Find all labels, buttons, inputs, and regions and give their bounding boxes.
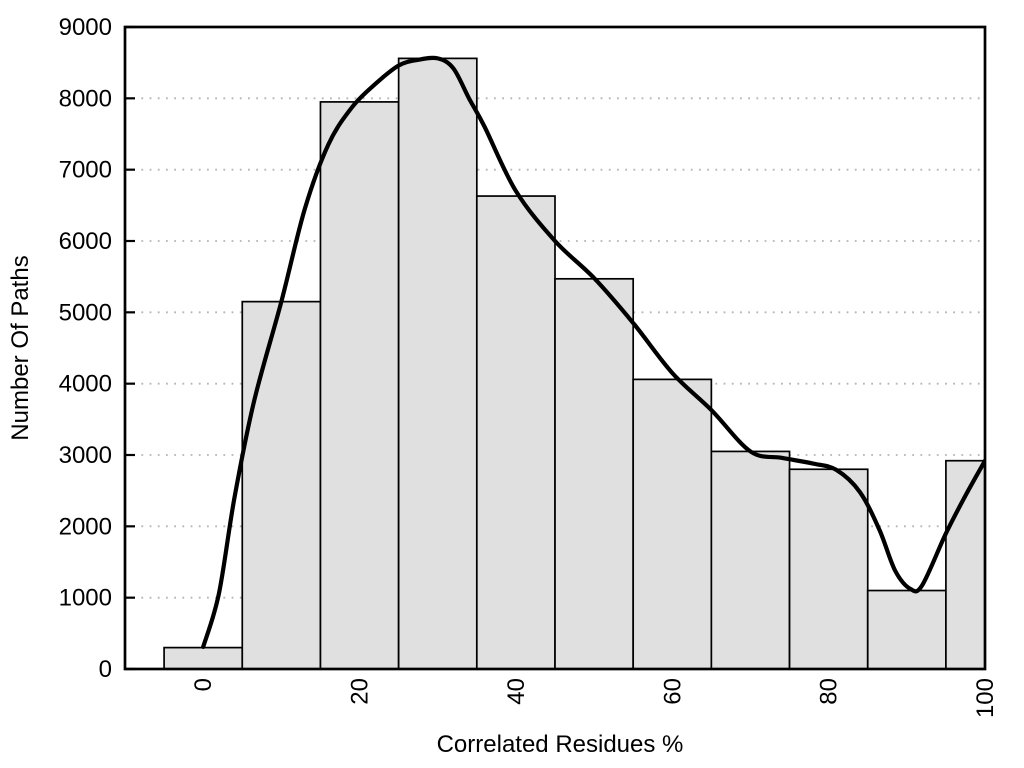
x-tick-label: 0 [190, 678, 217, 691]
y-axis-title: Number Of Paths [7, 255, 34, 441]
x-tick-label: 20 [347, 678, 374, 705]
histogram-bar [554, 277, 635, 670]
histogram-bar [788, 468, 869, 670]
x-tick-label: 80 [816, 678, 843, 705]
y-tick-label: 1000 [59, 585, 112, 612]
histogram-bar [241, 300, 322, 670]
y-tick-label: 8000 [59, 85, 112, 112]
density-curve [201, 55, 985, 649]
histogram-bar [397, 57, 478, 670]
y-tick-label: 9000 [59, 14, 112, 41]
x-axis-title: Correlated Residues % [436, 731, 684, 758]
x-tick-label: 100 [972, 678, 999, 718]
y-tick-label: 6000 [59, 228, 112, 255]
x-tick-label: 40 [503, 678, 530, 705]
histogram-bar [163, 646, 244, 670]
y-tick-label: 0 [99, 656, 112, 683]
histogram-bar [319, 101, 400, 670]
plot-border [123, 25, 987, 671]
histogram-bar [632, 378, 713, 670]
histogram-bar [475, 195, 556, 670]
y-tick-label: 7000 [59, 157, 112, 184]
x-tick-label: 60 [659, 678, 686, 705]
y-tick-label: 2000 [59, 513, 112, 540]
y-tick-label: 4000 [59, 371, 112, 398]
histogram-bar [710, 450, 791, 670]
y-tick-label: 5000 [59, 299, 112, 326]
y-tick-label: 3000 [59, 442, 112, 469]
histogram-bar [866, 589, 947, 670]
